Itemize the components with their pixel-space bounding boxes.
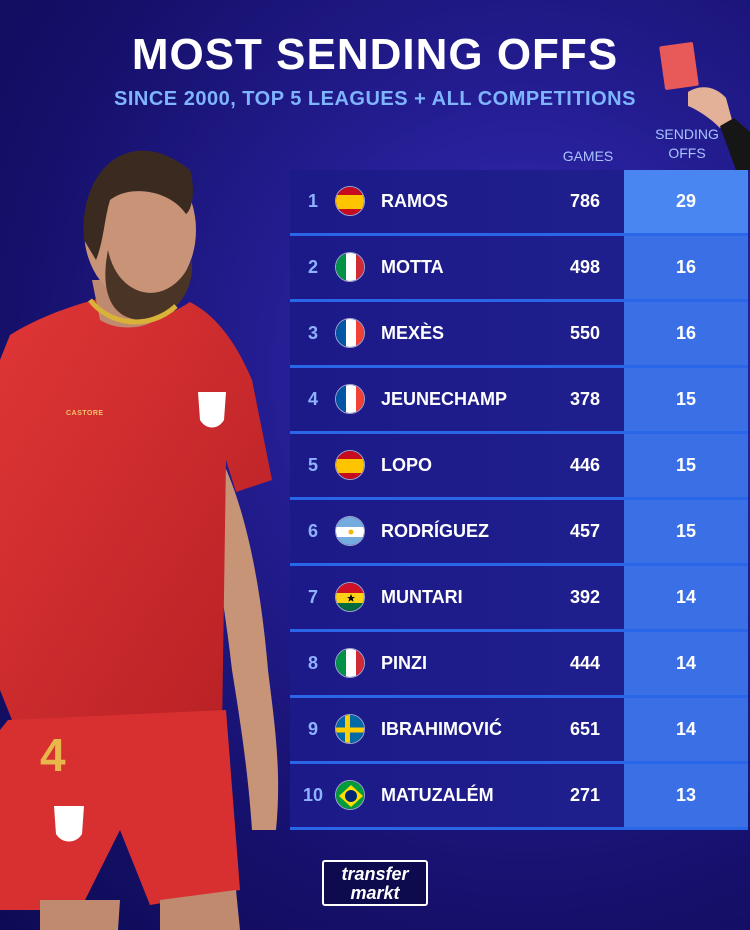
flag-icon [335,780,365,810]
rank-label: 4 [307,389,318,409]
player-name: PINZI [381,653,428,673]
chart-title: MOST SENDING OFFS [131,30,619,79]
player-name: RODRÍGUEZ [381,521,489,541]
sending-offs-header-line2: OFFS [668,145,706,161]
games-value: 378 [569,389,601,409]
player-illustration [0,150,279,930]
flag-icon [335,516,365,546]
player-name: MEXÈS [381,323,445,343]
flag-icon [335,714,365,744]
sending-offs-value: 15 [624,368,748,431]
table-row: 3 MEXÈS 550 16 [290,302,748,368]
games-value: 457 [569,521,601,541]
flag-icon [335,384,365,414]
games-value: 392 [569,587,601,607]
flag-icon [335,252,365,282]
player-name: MATUZALÉM [381,785,494,805]
ranking-table: 1 RAMOS 786 29 2 MOTTA 498 16 3 MEXÈS 550 16 4 JEUNEC… [290,170,748,834]
games-value: 651 [569,719,601,739]
flag-icon [335,318,365,348]
player-name: LOPO [381,455,433,475]
table-row: 1 RAMOS 786 29 [290,170,748,236]
rank-label: 8 [307,653,318,673]
games-column-header: GAMES [562,148,614,164]
transfermarkt-logo: transfer markt [322,860,428,906]
table-row: 6 RODRÍGUEZ 457 15 [290,500,748,566]
sending-offs-value: 14 [624,698,748,761]
rank-label: 3 [307,323,318,343]
rank-label: 6 [307,521,318,541]
sending-offs-header-line1: SENDING [655,126,719,142]
sending-offs-value: 15 [624,500,748,563]
sending-offs-value: 14 [624,566,748,629]
table-row: 9 IBRAHIMOVIĆ 651 14 [290,698,748,764]
logo-line1: transfer [341,864,409,884]
player-name: RAMOS [381,191,448,211]
sending-offs-value: 16 [624,236,748,299]
referee-red-card-illustration [659,42,750,170]
games-value: 271 [569,785,601,805]
player-name: MOTTA [381,257,444,277]
flag-icon [335,648,365,678]
rank-label: 2 [307,257,318,277]
logo-line2: markt [350,883,400,903]
sending-offs-value: 16 [624,302,748,365]
flag-icon [335,450,365,480]
shirt-number: 4 [40,729,66,781]
sending-offs-value: 14 [624,632,748,695]
table-row: 4 JEUNECHAMP 378 15 [290,368,748,434]
rank-label: 5 [307,455,318,475]
rank-label: 7 [307,587,318,607]
games-value: 444 [569,653,601,673]
rank-label: 1 [307,191,318,211]
rank-label: 9 [307,719,318,739]
player-name: MUNTARI [381,587,463,607]
sending-offs-column-header: SENDING OFFS [640,125,734,163]
games-value: 498 [569,257,601,277]
shirt-brand-label: CASTORE [66,410,104,417]
table-row: 7 MUNTARI 392 14 [290,566,748,632]
table-row: 2 MOTTA 498 16 [290,236,748,302]
sending-offs-value: 15 [624,434,748,497]
games-value: 786 [569,191,601,211]
sending-offs-value: 13 [624,764,748,827]
table-row: 8 PINZI 444 14 [290,632,748,698]
rank-label: 10 [302,785,324,805]
flag-icon [335,186,365,216]
table-row: 5 LOPO 446 15 [290,434,748,500]
sending-offs-value: 29 [624,170,748,233]
flag-icon [335,582,365,612]
games-value: 446 [569,455,601,475]
chart-subtitle: SINCE 2000, TOP 5 LEAGUES + ALL COMPETIT… [114,88,636,110]
games-value: 550 [569,323,601,343]
table-row: 10 MATUZALÉM 271 13 [290,764,748,830]
player-name: IBRAHIMOVIĆ [381,719,502,739]
player-name: JEUNECHAMP [381,389,508,409]
